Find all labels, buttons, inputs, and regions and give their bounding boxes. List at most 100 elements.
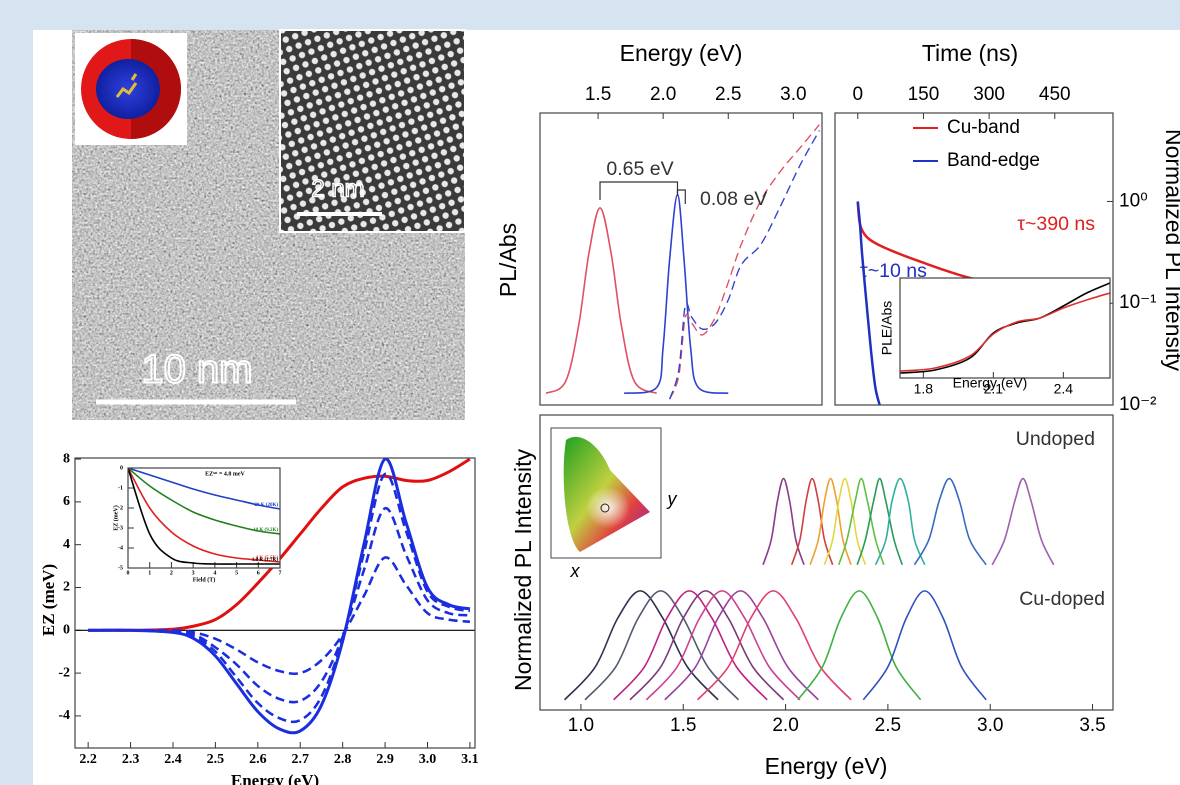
x-tick-label: 450 — [1039, 84, 1071, 105]
x-tick-label: 2.4 — [1054, 381, 1074, 397]
chart: 1.8 2.1 2.4 Energy (eV) PLE/Abs — [879, 277, 1111, 397]
x-tick-label: 2.8 — [334, 752, 352, 767]
x-tick-label: 2.9 — [376, 752, 394, 767]
y-tick-label: 0 — [120, 465, 123, 471]
x-tick-label: 5 — [235, 570, 238, 576]
data-line — [762, 477, 805, 566]
data-line — [128, 468, 280, 535]
data-line — [128, 468, 280, 510]
data-line — [88, 458, 471, 632]
x-tick-label: 2 — [170, 570, 173, 576]
x-tick-label: 3.0 — [977, 715, 1003, 736]
chart: 0 150 300 450 10⁰ 10⁻¹ 10⁻² Cu-band Band-edge Tim… — [834, 40, 1180, 415]
data-line — [838, 477, 885, 566]
y-tick-label: 10⁻¹ — [1119, 292, 1157, 313]
annotation: Cu-doped — [1019, 588, 1105, 610]
x-tick-label: 2.1 — [984, 381, 1004, 397]
x-tick-label: 3.0 — [780, 84, 806, 105]
plot-frame — [74, 457, 476, 749]
x-tick-label: 3.0 — [419, 752, 437, 767]
inset-axis-label: x — [570, 561, 581, 581]
data-line — [88, 472, 471, 724]
x-tick-label: 1.8 — [914, 381, 934, 397]
data-line — [809, 477, 852, 566]
data-line — [900, 282, 1110, 374]
annotation: 0.08 eV — [700, 188, 767, 210]
plot-frame — [899, 277, 1111, 379]
bracket — [676, 189, 686, 204]
y-tick-label: 10⁻² — [1119, 394, 1157, 415]
y-tick-label: 4 — [63, 537, 70, 552]
x-tick-label: 4 — [213, 570, 216, 576]
x-tick-label: 1.5 — [585, 84, 611, 105]
x-tick-label: 0 — [852, 84, 863, 105]
y-tick-label: -2 — [58, 665, 70, 680]
data-line — [629, 590, 785, 701]
x-tick-label: 2.0 — [772, 715, 798, 736]
series-label: 4 K (5.5K) — [256, 556, 279, 561]
chart: 0 1 2 3 4 5 6 7 0 -1 -2 -3 -4 -5 20 K (20K) 10 K (9.2K)… — [112, 465, 281, 583]
x-tick-label: 2.5 — [207, 752, 225, 767]
data-line — [913, 477, 987, 566]
data-line — [664, 590, 819, 701]
y-tick-label: -3 — [118, 525, 123, 531]
x-tick-label: 1 — [148, 570, 151, 576]
tem-scale-label: 10 nm — [141, 348, 252, 392]
y-tick-label: -4 — [58, 708, 70, 723]
plot-frame — [539, 414, 1114, 711]
y-tick-label: -4 — [118, 545, 123, 551]
data-line — [856, 477, 903, 566]
x-tick-label: 2.4 — [164, 752, 182, 767]
hrtem-inset — [279, 29, 466, 233]
legend-label: Cu-band — [947, 117, 1020, 138]
data-line — [790, 477, 834, 566]
annotation: 0.65 eV — [606, 158, 673, 180]
x-tick-label: 2.3 — [122, 752, 140, 767]
x-axis-label: Time (ns) — [922, 40, 1018, 66]
x-tick-label: 0 — [127, 570, 130, 576]
series-label: 20 K (20K) — [254, 503, 278, 508]
data-line — [88, 507, 471, 704]
x-tick-label: 3.5 — [1079, 715, 1105, 736]
data-line — [900, 292, 1110, 372]
plot-frame — [539, 112, 823, 406]
x-axis-label: Energy (eV) — [953, 375, 1028, 391]
chart: 1.0 1.5 2.0 2.5 3.0 3.5 Energy (eV) Normalized … — [510, 414, 1114, 779]
data-line — [669, 124, 820, 400]
x-tick-label: 2.6 — [249, 752, 267, 767]
data-line — [563, 590, 719, 701]
x-tick-label: 150 — [908, 84, 940, 105]
data-line — [669, 130, 820, 400]
data-line — [823, 477, 867, 566]
data-line — [797, 590, 922, 701]
inset-background — [128, 468, 280, 568]
y-tick-label: -1 — [118, 485, 123, 491]
x-axis-label: Energy (eV) — [620, 40, 743, 66]
data-line — [584, 590, 740, 701]
annotation: τ~10 ns — [860, 260, 927, 282]
data-line — [696, 590, 852, 701]
y-tick-label: -2 — [118, 505, 123, 511]
plot-frame — [834, 112, 1114, 406]
data-line — [613, 590, 768, 701]
cie-point — [600, 503, 610, 513]
x-tick-label: 2.7 — [291, 752, 309, 767]
x-tick-label: 3.1 — [461, 752, 479, 767]
y-axis-label: Normalized PL Intensity — [1161, 129, 1180, 372]
y-axis-label: Normalized PL Intensity — [510, 448, 536, 691]
y-tick-label: -5 — [118, 565, 123, 571]
charts: 2.2 2.3 2.4 2.5 2.6 2.7 2.8 2.9 3.0 3.1 -4 -2 0 2 4 6 8 E… — [39, 40, 1180, 785]
y-axis-label: PL/Abs — [495, 223, 521, 297]
cie-white — [577, 479, 633, 531]
x-tick-label: 2.5 — [715, 84, 741, 105]
y-axis-label: EZ (meV) — [39, 564, 58, 636]
chart: 2.2 2.3 2.4 2.5 2.6 2.7 2.8 2.9 3.0 3.1 -4 -2 0 2 4 6 8 E… — [39, 451, 479, 785]
y-axis-label: EZ (meV) — [112, 505, 119, 531]
x-tick-label: 1.0 — [568, 715, 594, 736]
data-line — [862, 590, 987, 701]
series-label: 1.8 K (1.7K) — [252, 558, 278, 563]
y-tick-label: 10⁰ — [1119, 190, 1148, 211]
data-line — [991, 477, 1055, 566]
